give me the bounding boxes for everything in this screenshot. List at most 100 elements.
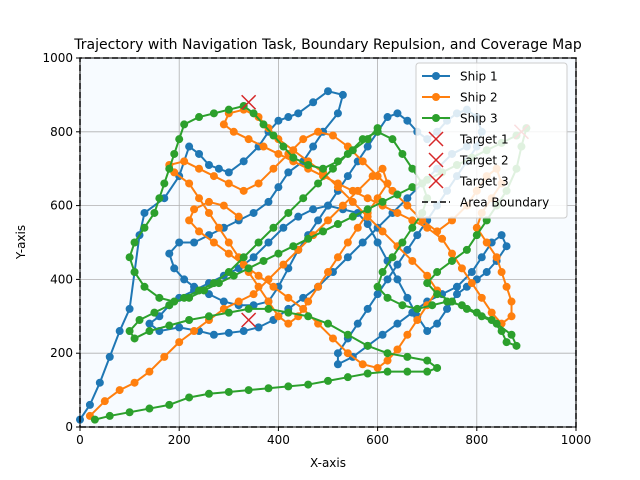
data-point bbox=[433, 363, 442, 372]
data-point bbox=[239, 186, 248, 195]
data-point bbox=[403, 293, 412, 302]
data-point bbox=[472, 231, 481, 240]
data-point bbox=[324, 201, 332, 210]
data-point bbox=[363, 135, 372, 144]
data-point bbox=[438, 234, 447, 243]
data-point bbox=[477, 312, 486, 321]
data-point bbox=[448, 297, 456, 306]
data-point bbox=[269, 282, 278, 291]
y-axis-label: Y-axis bbox=[14, 225, 28, 260]
data-point bbox=[185, 393, 194, 402]
data-point bbox=[269, 164, 278, 173]
data-point bbox=[244, 386, 253, 395]
data-point bbox=[85, 400, 94, 409]
target-marker bbox=[241, 312, 257, 328]
data-point bbox=[185, 315, 194, 324]
data-point bbox=[507, 330, 516, 339]
data-point bbox=[145, 367, 154, 376]
legend-label: Area Boundary bbox=[460, 196, 549, 210]
data-point bbox=[269, 223, 278, 232]
data-point bbox=[190, 205, 199, 214]
data-point bbox=[249, 253, 258, 262]
data-point bbox=[105, 411, 114, 420]
data-point bbox=[343, 349, 352, 358]
data-point bbox=[95, 378, 104, 387]
data-point bbox=[423, 327, 432, 336]
data-point bbox=[294, 212, 303, 221]
data-point bbox=[185, 142, 194, 151]
data-point bbox=[160, 352, 169, 361]
data-point bbox=[408, 256, 417, 265]
data-point bbox=[239, 327, 248, 336]
data-point bbox=[204, 208, 213, 217]
data-point bbox=[175, 323, 184, 332]
data-point bbox=[408, 183, 417, 192]
data-point bbox=[224, 105, 233, 114]
data-point bbox=[393, 190, 402, 199]
data-point bbox=[224, 387, 233, 396]
data-point bbox=[224, 249, 233, 258]
data-point bbox=[170, 149, 179, 158]
axis-ticks: 0 200 400 600 800 1000 0 200 400 600 800 1000 bbox=[42, 51, 591, 447]
data-point bbox=[492, 319, 501, 328]
data-point bbox=[284, 208, 293, 217]
data-point bbox=[393, 208, 402, 217]
data-point bbox=[125, 304, 134, 313]
data-point bbox=[373, 238, 382, 247]
data-point bbox=[269, 131, 278, 140]
data-point bbox=[115, 327, 124, 336]
data-point bbox=[383, 293, 392, 302]
data-point bbox=[408, 164, 417, 173]
data-point bbox=[333, 220, 342, 229]
data-point bbox=[378, 197, 387, 206]
data-point bbox=[239, 101, 248, 110]
data-point bbox=[140, 282, 149, 291]
x-axis-label: X-axis bbox=[310, 456, 346, 470]
data-point bbox=[378, 227, 387, 236]
data-point bbox=[319, 227, 328, 236]
data-point bbox=[105, 352, 114, 361]
data-point bbox=[155, 293, 164, 302]
data-point bbox=[264, 275, 273, 284]
data-point bbox=[209, 109, 218, 118]
data-point bbox=[140, 208, 149, 217]
data-point bbox=[423, 271, 432, 280]
data-point bbox=[487, 308, 496, 317]
data-point bbox=[393, 345, 402, 354]
data-point bbox=[428, 301, 437, 310]
data-point bbox=[224, 179, 233, 188]
data-point bbox=[145, 327, 154, 336]
data-point bbox=[477, 293, 486, 302]
legend-x-marker bbox=[428, 152, 444, 168]
data-point bbox=[155, 194, 164, 203]
data-point bbox=[309, 142, 318, 151]
data-point bbox=[304, 380, 313, 389]
data-point bbox=[299, 135, 308, 144]
data-point bbox=[512, 341, 521, 350]
legend-box bbox=[415, 62, 568, 219]
data-point bbox=[363, 341, 372, 350]
data-point bbox=[195, 164, 204, 173]
data-point bbox=[214, 164, 223, 173]
data-point bbox=[214, 279, 223, 288]
data-point bbox=[259, 256, 268, 265]
data-point bbox=[224, 308, 233, 317]
x-tick-label: 0 bbox=[76, 433, 84, 447]
data-point bbox=[502, 282, 511, 291]
data-point bbox=[324, 87, 332, 96]
legend: Ship 1 Ship 2 Ship 3 Target 1 Target 2 Target… bbox=[415, 62, 568, 219]
data-point bbox=[190, 238, 199, 247]
data-point bbox=[383, 179, 392, 188]
data-point bbox=[403, 352, 412, 361]
data-point bbox=[358, 238, 367, 247]
data-point bbox=[472, 223, 481, 232]
data-point bbox=[249, 208, 258, 217]
data-point bbox=[343, 172, 352, 181]
data-point bbox=[304, 312, 313, 321]
data-point bbox=[314, 282, 323, 291]
data-point bbox=[378, 268, 387, 277]
data-point bbox=[403, 194, 412, 203]
y-tick-label: 0 bbox=[65, 420, 73, 434]
data-point bbox=[502, 242, 511, 251]
data-point bbox=[433, 227, 442, 236]
